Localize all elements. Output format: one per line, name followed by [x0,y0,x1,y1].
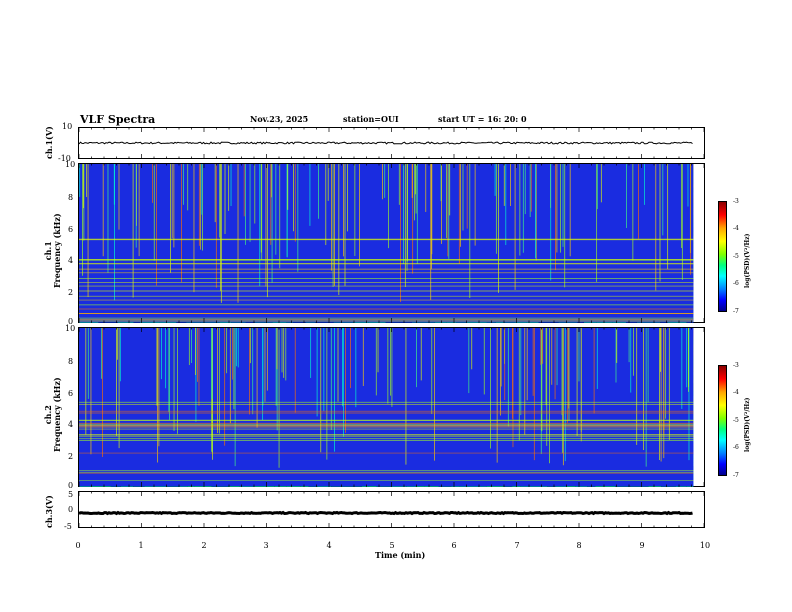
x-tick-label: 3 [263,541,269,550]
station-label: station=OUI [343,114,399,124]
ch3-ytick: 5 [68,490,74,499]
x-tick-label: 7 [514,541,520,550]
spec1-ytick: 4 [68,256,74,265]
spec2-ytick: 6 [68,389,74,398]
chart-title: VLF Spectra [80,113,156,126]
x-tick-label: 9 [639,541,645,550]
x-tick-label: 1 [138,541,144,550]
ch1-waveform-trace [78,141,693,145]
ch3-ytick: 0 [68,505,74,514]
cb1-tick: -4 [733,225,739,232]
cb1-tick: -5 [733,253,739,260]
x-tick-label: 2 [201,541,207,550]
ch1-ytick: 10 [62,122,73,131]
ch3-ytick: -5 [64,522,72,531]
ch2-colorbar [718,365,727,476]
x-tick-label: 10 [699,541,711,550]
date-label: Nov.23, 2025 [250,114,309,124]
spec1-ytick: 2 [68,288,74,297]
x-tick-label: 6 [451,541,457,550]
cb1-tick: -7 [733,308,739,315]
cb1-tick: -6 [733,280,739,287]
spec2-ytick: 2 [68,452,74,461]
ch1-ytick: -10 [58,154,71,163]
spec2-ytick: 4 [68,420,74,429]
x-tick-label: 5 [389,541,395,550]
spec1-ytick: 10 [65,160,76,169]
spec1-ytick: 6 [68,225,74,234]
ch2-spectrogram-background [79,328,694,486]
cb2-tick: -3 [733,362,739,369]
x-tick-label: 0 [75,541,81,550]
x-tick-label: 4 [326,541,332,550]
cb2-tick: -7 [733,472,739,479]
spec2-ytick: 0 [68,481,74,490]
cb2-tick: -6 [733,444,739,451]
cb2-tick: -5 [733,417,739,424]
cb2-tick: -4 [733,389,739,396]
ch1-colorbar [718,201,727,312]
spec1-ytick: 8 [68,193,74,202]
x-tick-label: 8 [576,541,582,550]
ch3-waveform-trace [78,510,693,516]
x-axis-label: Time (min) [375,550,426,560]
spec1-ytick: 0 [68,317,74,326]
spec2-ytick: 10 [65,324,76,333]
spec2-ytick: 8 [68,357,74,366]
cb1-tick: -3 [733,198,739,205]
start-time-label: start UT = 16: 20: 0 [438,114,527,124]
